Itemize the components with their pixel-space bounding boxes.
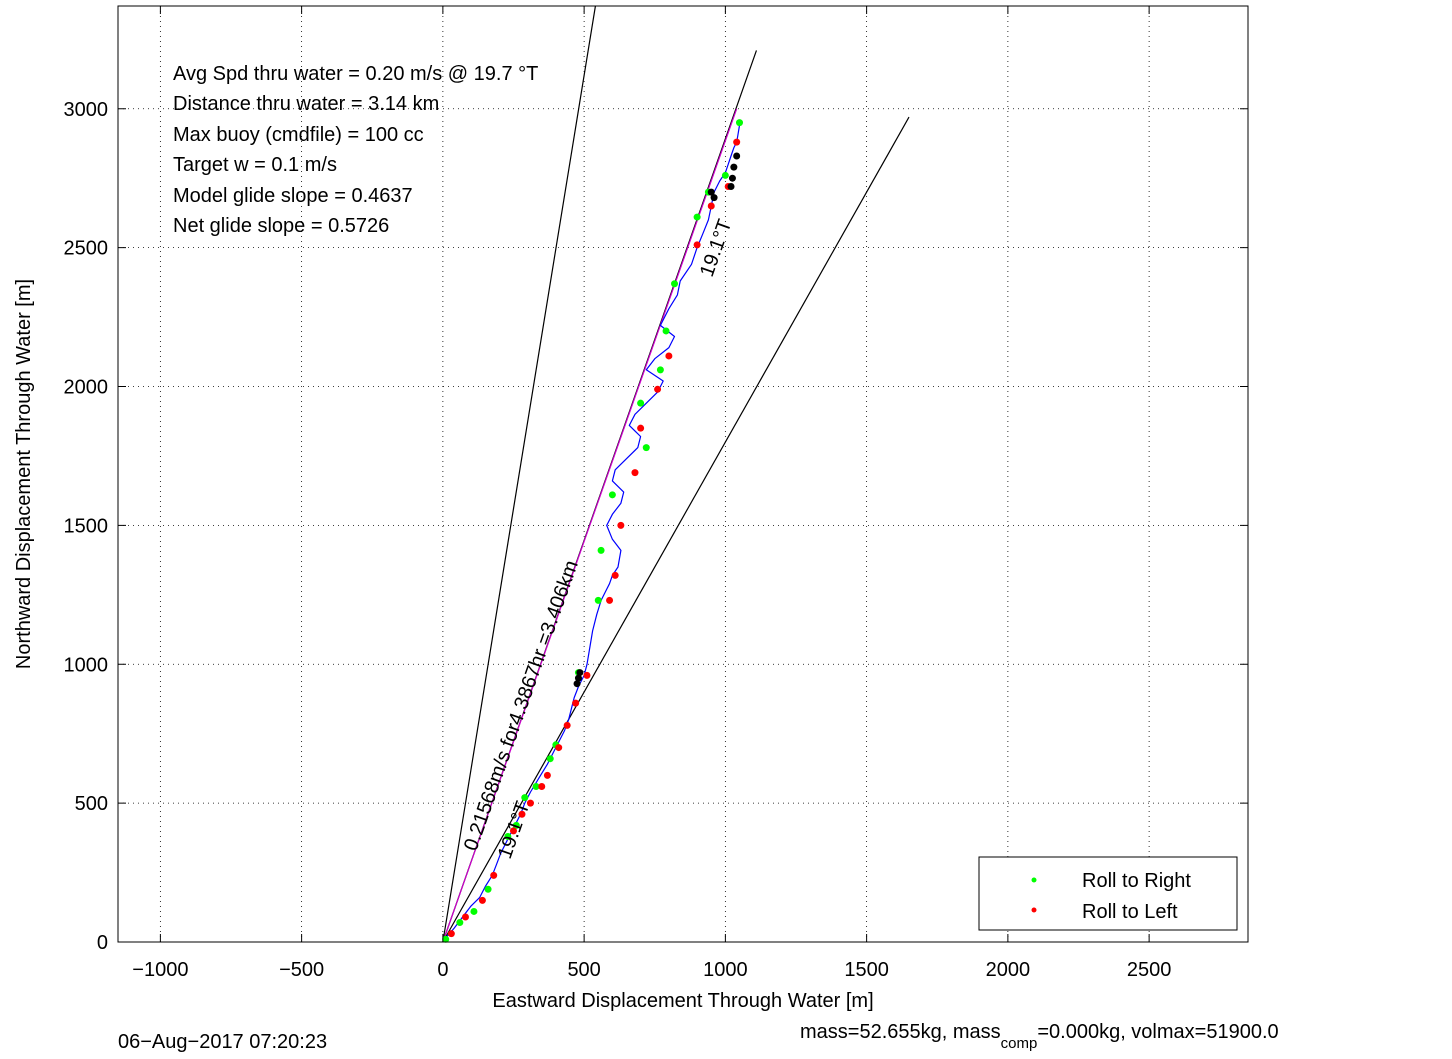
legend-label-roll-left: Roll to Left xyxy=(1082,901,1178,923)
reference-line xyxy=(442,5,597,943)
dive-point xyxy=(733,152,741,160)
x-tick-label: 500 xyxy=(567,959,600,981)
roll-to-right-point xyxy=(456,919,464,927)
roll-to-left-point xyxy=(447,930,455,938)
roll-to-right-point xyxy=(532,782,540,790)
info-text-block: Avg Spd thru water = 0.20 m/s @ 19.7 °T … xyxy=(173,63,538,237)
info-line: Model glide slope = 0.4637 xyxy=(173,185,413,207)
roll-to-right-point xyxy=(662,327,670,335)
roll-to-left-point xyxy=(617,521,625,529)
roll-to-left-point xyxy=(611,571,619,579)
roll-to-right-point xyxy=(671,280,679,288)
roll-to-right-point xyxy=(484,885,492,893)
y-tick-label: 2500 xyxy=(64,238,109,260)
roll-to-left-point xyxy=(654,385,662,393)
roll-to-left-point xyxy=(490,871,498,879)
roll-to-right-point xyxy=(721,171,729,179)
reference-line xyxy=(442,108,738,943)
x-tick-label: −1000 xyxy=(132,959,188,981)
roll-to-right-point xyxy=(442,935,450,943)
roll-to-left-point xyxy=(631,469,639,477)
footer-mass-rest: =0.000kg, volmax=51900.0 xyxy=(1037,1021,1278,1043)
y-tick-label: 2000 xyxy=(64,377,109,399)
x-tick-label: 1500 xyxy=(844,959,889,981)
roll-to-left-point xyxy=(563,721,571,729)
info-line: Avg Spd thru water = 0.20 m/s @ 19.7 °T xyxy=(173,63,538,85)
roll-to-left-point xyxy=(707,202,715,210)
dive-point xyxy=(710,194,718,202)
axis-ticks: −1000 −500 0 500 1000 1500 2000 2500 0 500 1000 150… xyxy=(64,6,1248,981)
legend-box xyxy=(978,856,1238,931)
roll-to-left-point xyxy=(733,138,741,146)
roll-to-right-point xyxy=(736,119,743,127)
roll-to-left-point xyxy=(461,913,469,921)
roll-to-right-point xyxy=(656,366,664,374)
info-line: Max buoy (cmdfile) = 100 cc xyxy=(173,124,424,146)
legend-label-roll-right: Roll to Right xyxy=(1082,870,1191,892)
roll-to-left-point xyxy=(538,782,546,790)
info-line: Distance thru water = 3.14 km xyxy=(173,93,439,115)
legend: Roll to Right Roll to Left xyxy=(978,856,1238,931)
x-tick-label: 1000 xyxy=(703,959,748,981)
roll-to-right-point xyxy=(642,444,650,452)
roll-to-right-point xyxy=(693,213,701,221)
x-tick-label: −500 xyxy=(279,959,324,981)
roll-to-left-point xyxy=(583,671,591,679)
y-tick-label: 3000 xyxy=(64,99,109,121)
dive-point xyxy=(727,183,735,191)
roll-to-left-point xyxy=(606,596,614,604)
roll-points xyxy=(442,119,743,943)
footer-mass-text: mass=52.655kg, mass xyxy=(800,1021,1001,1043)
footer-timestamp: 06−Aug−2017 07:20:23 xyxy=(118,1031,327,1053)
roll-to-right-point xyxy=(546,755,554,763)
roll-to-left-point xyxy=(518,810,526,818)
roll-to-left-point xyxy=(555,744,563,752)
roll-to-left-point xyxy=(572,699,580,707)
reference-lines xyxy=(442,5,910,943)
plot-frame xyxy=(117,5,1249,943)
heading-label-top: 19.1°T xyxy=(696,217,736,280)
roll-to-right-point xyxy=(608,491,616,499)
roll-to-left-point xyxy=(543,771,551,779)
x-tick-label: 2000 xyxy=(986,959,1031,981)
footer-mass-info: mass=52.655kg, masscomp=0.000kg, volmax=… xyxy=(800,1021,1279,1052)
roll-to-right-point xyxy=(594,596,602,604)
y-tick-label: 1000 xyxy=(64,654,109,676)
x-tick-label: 0 xyxy=(437,959,448,981)
heading-label-bottom: 19.1°T xyxy=(494,799,534,862)
legend-marker-roll-right xyxy=(1031,877,1037,883)
roll-to-right-point xyxy=(470,907,478,915)
roll-to-right-point xyxy=(637,399,645,407)
y-axis-label: Northward Displacement Through Water [m] xyxy=(13,279,35,669)
roll-to-left-point xyxy=(693,241,701,249)
dive-point xyxy=(576,669,584,677)
legend-marker-roll-left xyxy=(1031,907,1037,913)
roll-to-left-point xyxy=(526,799,534,807)
dive-point xyxy=(707,188,715,196)
y-tick-label: 500 xyxy=(75,793,108,815)
dive-point xyxy=(573,680,581,688)
grid xyxy=(118,6,1248,943)
x-axis-label: Eastward Displacement Through Water [m] xyxy=(492,990,873,1012)
y-tick-label: 0 xyxy=(97,932,108,954)
roll-to-right-point xyxy=(504,832,512,840)
roll-to-left-point xyxy=(510,827,517,835)
reference-line xyxy=(442,116,910,943)
footer-mass-subscript: comp xyxy=(1001,1035,1038,1052)
roll-to-right-point xyxy=(512,821,520,829)
roll-to-right-point xyxy=(521,794,529,802)
info-line: Net glide slope = 0.5726 xyxy=(173,215,389,237)
dive-point xyxy=(574,674,582,682)
roll-to-right-point xyxy=(597,546,605,554)
roll-to-left-point xyxy=(665,352,673,360)
dive-point xyxy=(730,163,738,171)
y-tick-label: 1500 xyxy=(64,515,109,537)
roll-to-left-point xyxy=(637,424,645,432)
roll-to-left-point xyxy=(478,896,486,904)
dive-point xyxy=(728,174,736,182)
x-tick-label: 2500 xyxy=(1127,959,1172,981)
info-line: Target w = 0.1 m/s xyxy=(173,154,337,176)
